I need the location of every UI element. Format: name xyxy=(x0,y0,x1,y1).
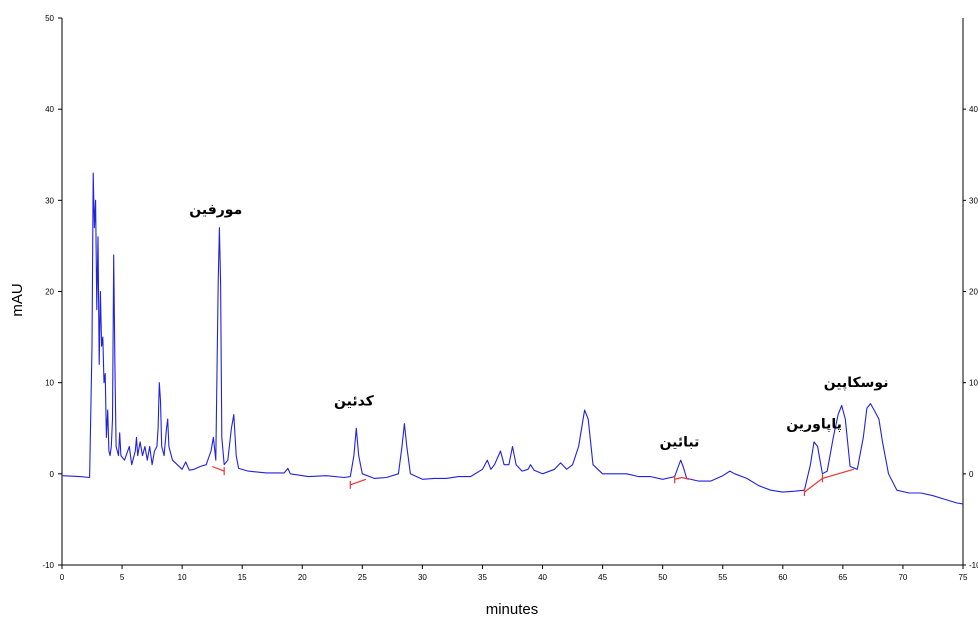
integration-baseline xyxy=(350,478,367,486)
x-tick-label: 40 xyxy=(538,573,547,582)
x-tick-label: 75 xyxy=(959,573,968,582)
right-y-tick-label: 10 xyxy=(969,379,978,388)
peak-label: نوسکاپین xyxy=(824,375,889,391)
x-tick-label: 60 xyxy=(778,573,787,582)
integration-baseline xyxy=(211,465,225,472)
x-tick-label: 70 xyxy=(898,573,907,582)
x-tick-label: 20 xyxy=(298,573,307,582)
series-line xyxy=(61,172,964,505)
right-y-tick-label: 0 xyxy=(969,470,974,479)
right-y-tick-label: 20 xyxy=(969,288,978,297)
x-axis-title: minutes xyxy=(486,601,539,618)
peak-label: پاپاورین xyxy=(786,416,842,432)
x-tick-label: 30 xyxy=(418,573,427,582)
x-tick-label: 50 xyxy=(658,573,667,582)
x-tick-label: 45 xyxy=(598,573,607,582)
right-y-tick-label: 40 xyxy=(969,105,978,114)
x-tick-label: 5 xyxy=(120,573,125,582)
y-tick-label: 40 xyxy=(45,105,54,114)
y-axis-ticks: -10 0 10 20 30 40 50 xyxy=(42,14,62,570)
x-tick-label: 55 xyxy=(718,573,727,582)
y-tick-label: 50 xyxy=(45,14,54,23)
series-layer xyxy=(61,172,964,505)
x-tick-label: 0 xyxy=(60,573,65,582)
integration-baseline xyxy=(804,468,854,493)
integration-baselines xyxy=(211,465,854,497)
x-tick-label: 15 xyxy=(238,573,247,582)
peak-label: تبائین xyxy=(660,434,700,450)
integration-baseline xyxy=(674,476,690,480)
right-y-axis-ticks: -10 0 10 20 30 40 xyxy=(963,105,978,570)
y-tick-label: 0 xyxy=(50,470,55,479)
y-tick-label: 20 xyxy=(45,288,54,297)
peak-annotations: مورفین کدئین تبائین پاپاورین نوسکاپین xyxy=(189,202,888,450)
y-axis-title: mAU xyxy=(9,283,26,316)
right-y-tick-label: -10 xyxy=(969,561,978,570)
y-tick-label: -10 xyxy=(42,561,54,570)
right-y-tick-label: 30 xyxy=(969,196,978,205)
plot-frame xyxy=(61,18,964,566)
x-tick-label: 65 xyxy=(838,573,847,582)
x-tick-label: 10 xyxy=(178,573,187,582)
x-tick-label: 35 xyxy=(478,573,487,582)
peak-label: کدئین xyxy=(334,393,375,409)
y-tick-label: 10 xyxy=(45,379,54,388)
x-axis-ticks: 0 5 10 15 20 25 30 35 40 45 50 55 60 65 70 75 xyxy=(60,565,968,582)
x-tick-label: 25 xyxy=(358,573,367,582)
y-tick-label: 30 xyxy=(45,196,54,205)
peak-label: مورفین xyxy=(189,202,242,218)
